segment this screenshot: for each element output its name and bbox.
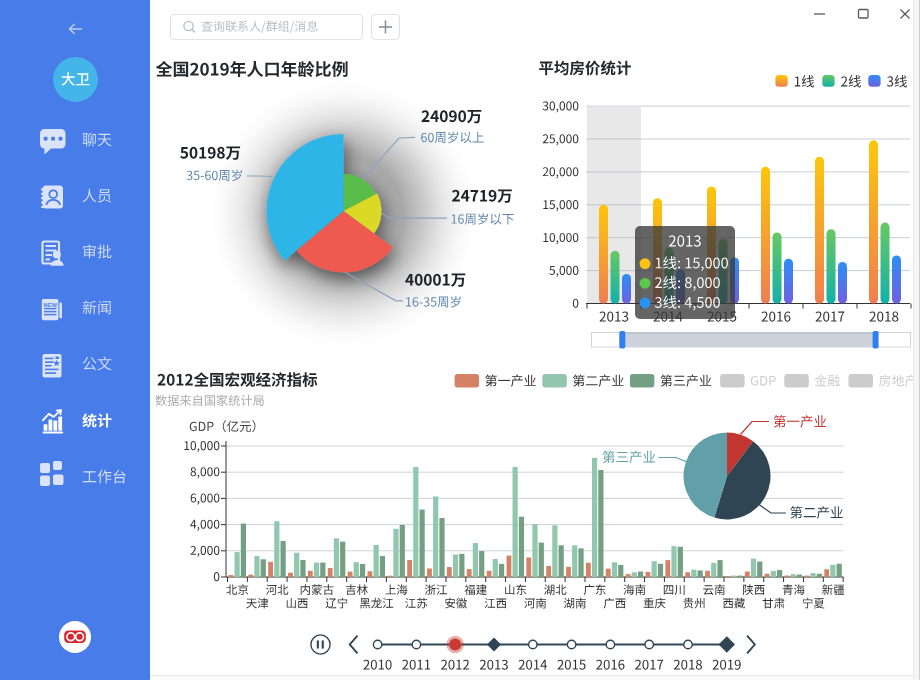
svg-text:NEW: NEW: [44, 302, 58, 308]
